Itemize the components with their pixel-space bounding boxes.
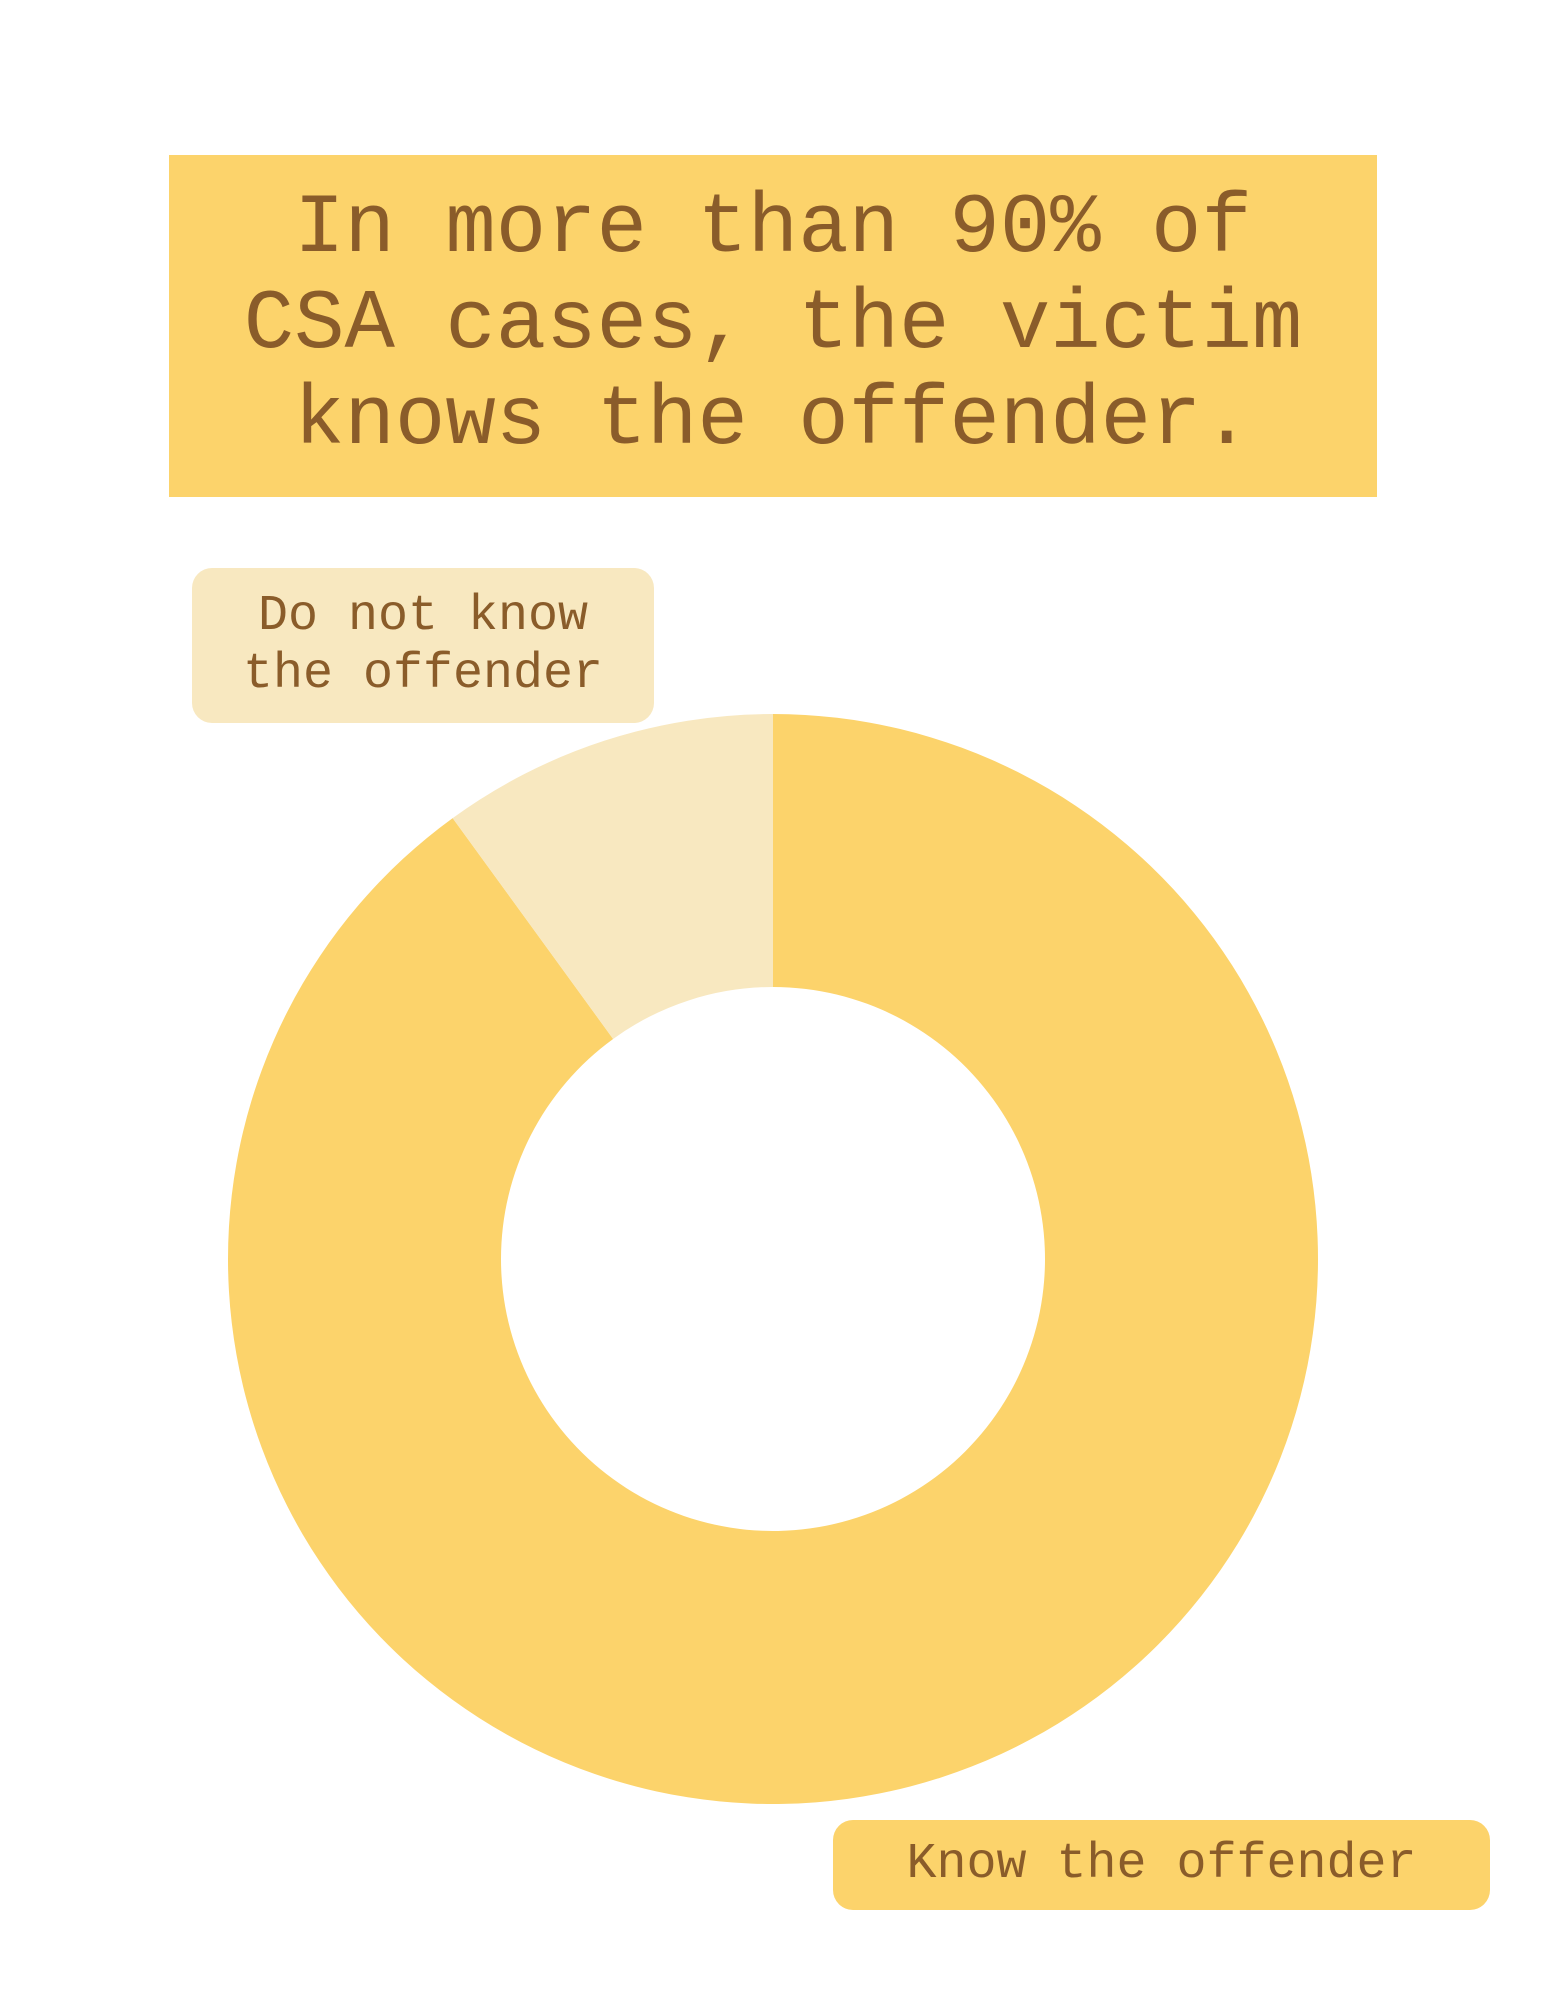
slice-label: Know the offender (906, 1836, 1417, 1893)
title-box: In more than 90% of CSA cases, the victi… (169, 155, 1377, 497)
slice-label-box: Know the offender (833, 1820, 1490, 1910)
chart-title: In more than 90% of CSA cases, the victi… (243, 182, 1303, 469)
slice-label: Do not know the offender (242, 587, 604, 703)
donut-slice (228, 714, 1319, 1804)
donut-slice (452, 714, 773, 1039)
slice-label-box: Do not know the offender (192, 568, 654, 723)
